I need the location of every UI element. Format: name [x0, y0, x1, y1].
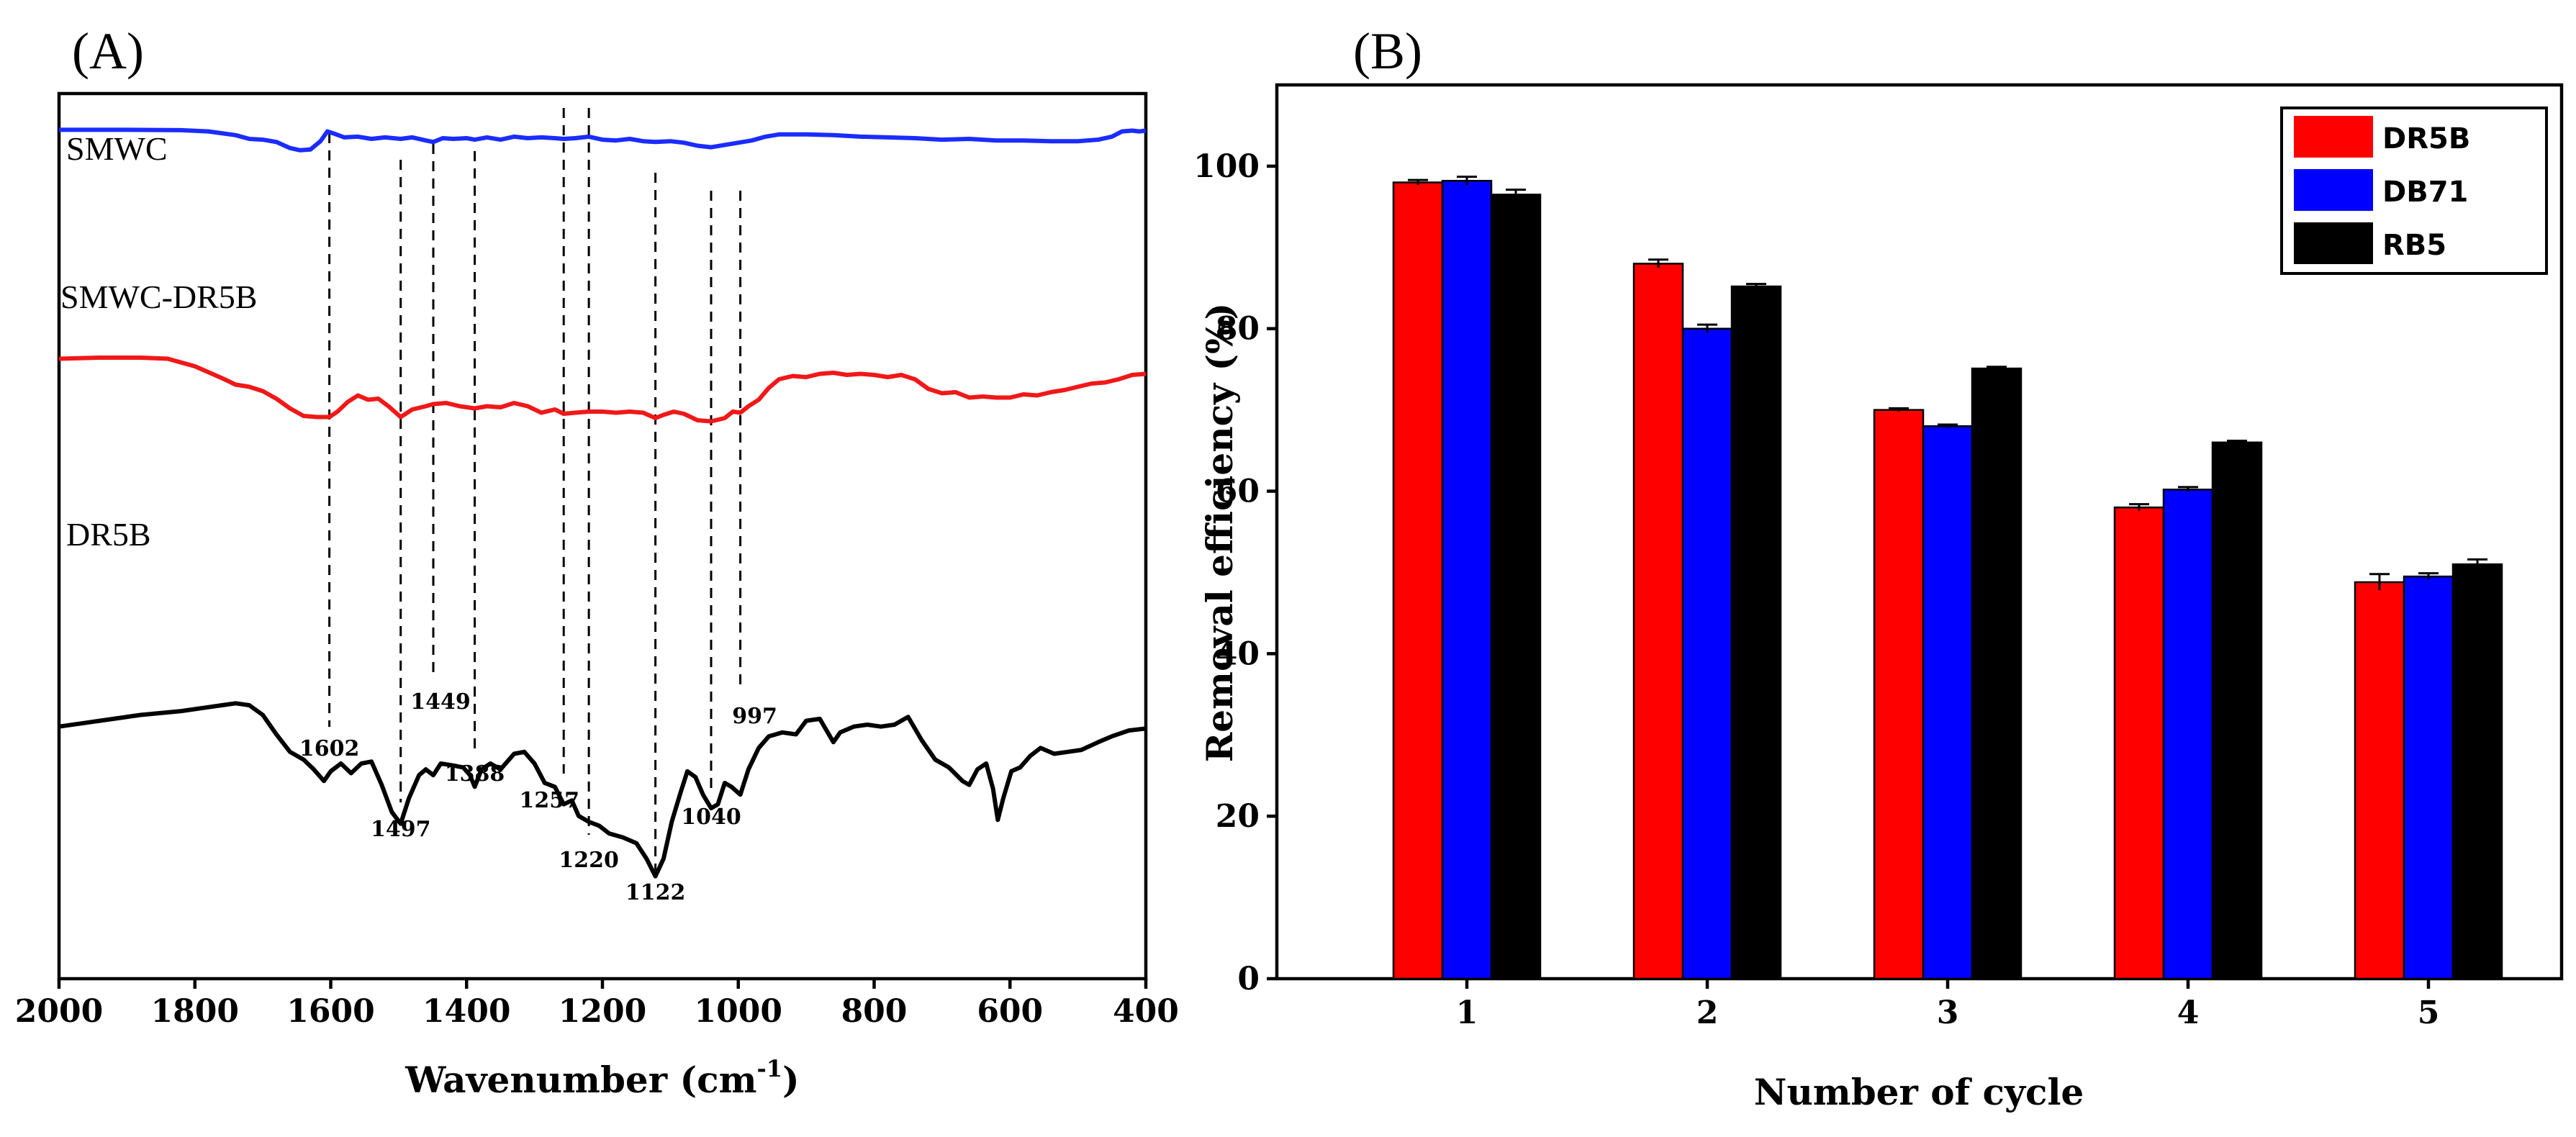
bar-dr5b-cycle-3 [1873, 409, 1925, 980]
panel-b-x-ticks: 1 2 3 4 5 [1456, 979, 2440, 1031]
panel-a-ftir-chart: (A) 16021497144913881257122011221040997 … [15, 22, 1179, 1101]
bar-rb5-cycle-2 [1730, 285, 1782, 980]
peak-label-1449: 1449 [410, 689, 471, 715]
x-tick-label: 2 [1696, 995, 1719, 1031]
x-tick-label: 4 [2177, 995, 2200, 1031]
bar-db71-cycle-5 [2403, 575, 2454, 980]
x-tick-label: 1000 [695, 993, 782, 1030]
x-tick-label: 1600 [286, 993, 374, 1030]
y-tick-label: 40 [1216, 635, 1260, 672]
panel-a-x-axis-title: Wavenumber (cm-1) [405, 1055, 799, 1101]
x-tick-label: 1800 [151, 993, 239, 1030]
series-label-dr5b: DR5B [66, 516, 151, 553]
peak-label-1122: 1122 [625, 880, 686, 905]
x-tick-label: 1400 [422, 993, 510, 1030]
bar-dr5b-cycle-2 [1632, 263, 1684, 980]
panel-b-label: (B) [1353, 22, 1422, 80]
x-tick-label: 3 [1937, 995, 1959, 1031]
peak-guide-lines [328, 108, 742, 871]
bar-db71-cycle-4 [2162, 489, 2214, 980]
peak-label-1497: 1497 [371, 817, 431, 842]
x-tick-label: 400 [1113, 993, 1179, 1030]
spectrum-line-smwc-dr5b [58, 355, 1147, 424]
bar-rb5-cycle-5 [2451, 563, 2503, 980]
y-tick-label: 60 [1216, 474, 1260, 510]
series-label-smwc-dr5b: SMWC-DR5B [60, 278, 257, 315]
peak-label-1388: 1388 [445, 761, 505, 787]
legend-label-rb5: RB5 [2382, 229, 2446, 262]
y-tick-label: 20 [1216, 798, 1260, 835]
bar-db71-cycle-1 [1441, 179, 1493, 980]
x-tick-label: 2000 [15, 993, 103, 1030]
bar-dr5b-cycle-1 [1392, 181, 1444, 980]
spectrum-line-dr5b [58, 701, 1147, 879]
peak-label-1040: 1040 [681, 805, 741, 830]
bar-dr5b-cycle-5 [2354, 581, 2405, 980]
series-label-smwc: SMWC [66, 130, 168, 167]
panel-b-bar-chart: (B) 0 20 40 60 80 100 1 2 3 4 5 DR5B DB71 RB5 Num… [1193, 22, 2564, 1113]
y-tick-label: 80 [1216, 311, 1260, 348]
panel-a-label: (A) [72, 22, 144, 80]
peak-label-1220: 1220 [559, 848, 619, 873]
spectrum-line-smwc [59, 127, 1147, 153]
x-axis-title-close: ) [782, 1059, 800, 1101]
x-axis-title-superscript: -1 [757, 1055, 783, 1082]
x-tick-label: 1 [1456, 995, 1478, 1031]
x-tick-label: 800 [841, 993, 908, 1030]
panel-b-y-axis-title: Removal efficiency (%) [1198, 303, 1241, 763]
legend-label-db71: DB71 [2382, 176, 2468, 209]
x-tick-label: 5 [2418, 995, 2440, 1031]
y-tick-label: 0 [1237, 961, 1260, 997]
spectra-lines [58, 127, 1147, 879]
legend-swatch-rb5 [2294, 222, 2373, 264]
peak-label-1602: 1602 [299, 736, 360, 761]
bar-rb5-cycle-4 [2211, 441, 2263, 980]
peak-label-997: 997 [732, 704, 777, 729]
legend: DR5B DB71 RB5 [2280, 107, 2548, 275]
bar-rb5-cycle-3 [1971, 367, 2023, 980]
panel-b-x-axis-title: Number of cycle [1754, 1071, 2084, 1113]
legend-label-dr5b: DR5B [2382, 122, 2470, 155]
bar-db71-cycle-2 [1681, 327, 1733, 980]
panel-b-y-ticks: 0 20 40 60 80 100 [1193, 148, 1277, 997]
bar-rb5-cycle-1 [1490, 194, 1542, 980]
panel-b-bars [1392, 176, 2503, 980]
panel-a-plot-frame [57, 91, 1148, 981]
peak-label-1257: 1257 [519, 788, 579, 813]
legend-swatch-db71 [2294, 169, 2373, 211]
panel-a-x-ticks: 2000 1800 1600 1400 1200 1000 800 600 400 [15, 979, 1179, 1030]
x-axis-title-main: Wavenumber (cm [405, 1059, 756, 1101]
x-tick-label: 1200 [559, 993, 646, 1030]
legend-swatch-dr5b [2294, 116, 2373, 158]
bar-db71-cycle-3 [1922, 425, 1974, 980]
x-tick-label: 600 [977, 993, 1043, 1030]
y-tick-label: 100 [1193, 148, 1260, 185]
bar-dr5b-cycle-4 [2113, 506, 2165, 980]
